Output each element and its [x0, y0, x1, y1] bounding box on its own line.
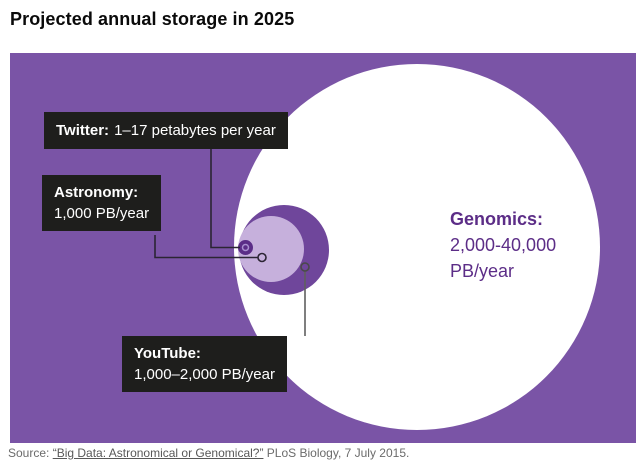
astronomy-connector-line: [154, 235, 258, 259]
page-title: Projected annual storage in 2025: [10, 9, 295, 29]
source-line: Source: “Big Data: Astronomical or Genom…: [8, 446, 409, 460]
astronomy-label: Astronomy: 1,000 PB/year: [42, 175, 162, 231]
youtube-label-name: YouTube:: [134, 345, 201, 362]
astronomy-label-value: 1,000 PB/year: [54, 205, 150, 222]
youtube-label-value: 1,000–2,000 PB/year: [134, 366, 275, 383]
youtube-label: YouTube: 1,000–2,000 PB/year: [122, 336, 287, 392]
twitter-label-name: Twitter:: [56, 122, 110, 139]
source-prefix: Source:: [8, 446, 50, 460]
astronomy-label-name: Astronomy:: [54, 184, 139, 201]
twitter-connector-line: [210, 148, 240, 249]
twitter-label: Twitter: 1–17 petabytes per year: [44, 112, 288, 149]
genomics-label: Genomics: 2,000-40,000 PB/year: [450, 206, 556, 284]
twitter-label-value: 1–17 petabytes per year: [114, 122, 276, 139]
source-suffix: PLoS Biology, 7 July 2015.: [266, 446, 410, 460]
genomics-label-name: Genomics:: [450, 209, 544, 229]
source-link[interactable]: “Big Data: Astronomical or Genomical?”: [52, 446, 264, 460]
genomics-label-value-line1: 2,000-40,000: [450, 235, 557, 255]
connector-lines: [154, 148, 310, 336]
twitter-dot: [238, 240, 253, 255]
twitter-point-marker-icon: [241, 243, 250, 252]
genomics-label-value-line2: PB/year: [450, 261, 515, 281]
astronomy-point-marker-icon: [257, 252, 267, 263]
youtube-point-marker-icon: [300, 262, 310, 272]
chart-panel: Twitter: 1–17 petabytes per year Astrono…: [10, 53, 636, 443]
